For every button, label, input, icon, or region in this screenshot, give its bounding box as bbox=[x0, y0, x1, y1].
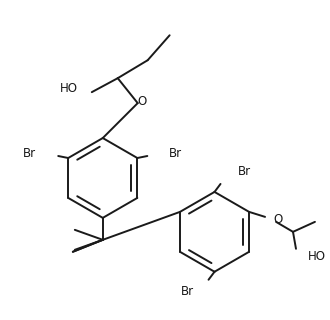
Text: O: O bbox=[273, 213, 282, 226]
Text: O: O bbox=[137, 95, 146, 108]
Text: Br: Br bbox=[23, 147, 36, 159]
Text: HO: HO bbox=[60, 82, 78, 95]
Text: Br: Br bbox=[169, 147, 182, 159]
Text: Br: Br bbox=[238, 165, 250, 179]
Text: Br: Br bbox=[181, 285, 194, 298]
Text: HO: HO bbox=[308, 250, 326, 263]
